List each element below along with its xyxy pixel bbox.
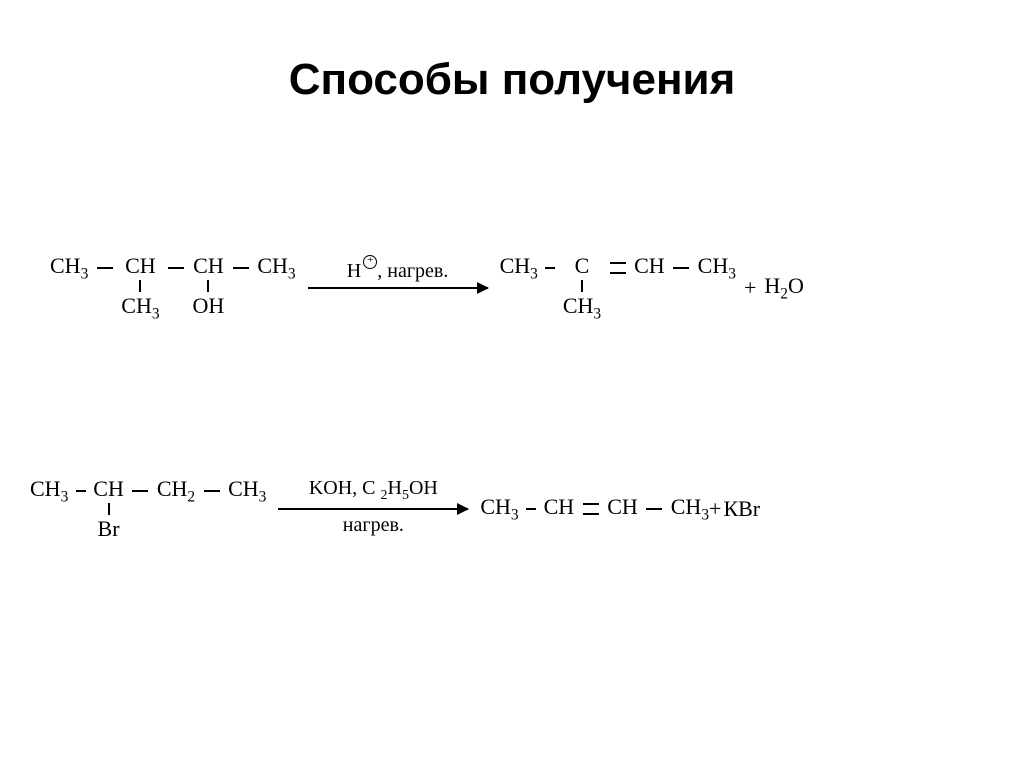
circled-plus-icon [363, 255, 377, 269]
reaction-arrow-2: KOH, C 2H5OH нагрев. [278, 508, 468, 510]
single-bond [168, 267, 184, 269]
double-bond [583, 503, 599, 515]
group-ch3: CH3 [30, 476, 68, 501]
arrow-conditions-top: H, нагрев. [308, 260, 488, 283]
arrow-conditions-bottom: нагрев. [278, 514, 468, 537]
group-ch: CH [607, 494, 638, 519]
carbon-with-oh: CH OH [193, 255, 225, 317]
group-ch2: CH2 [157, 476, 195, 501]
group-ch3: CH3 [698, 253, 736, 278]
group-ch3: CH3 [50, 253, 88, 278]
single-bond [76, 490, 86, 492]
group-ch: CH [634, 253, 665, 278]
single-bond [132, 490, 148, 492]
single-bond [204, 490, 220, 492]
plus-sign: + [744, 277, 756, 299]
product-2: CH3 CH CH CH3 [480, 496, 709, 523]
group-ch3: CH3 [671, 494, 709, 519]
carbon-with-ch3: CH CH3 [121, 255, 159, 322]
single-bond [673, 267, 689, 269]
arrow-conditions-top: KOH, C 2H5OH [278, 477, 468, 504]
single-bond [646, 508, 662, 510]
reaction-1: CH3 CH CH3 CH OH CH3 H, нагрев. CH3 C CH… [50, 255, 804, 322]
page-title: Способы получения [0, 55, 1024, 105]
group-ch3: CH3 [480, 494, 518, 519]
reactant-1: CH3 CH CH3 CH OH CH3 [50, 255, 296, 322]
group-ch3: CH3 [257, 253, 295, 278]
group-ch3: CH3 [228, 476, 266, 501]
double-bond [610, 262, 626, 274]
carbon-with-br: CH Br [93, 478, 124, 540]
byproduct-h2o: H2O [764, 275, 803, 302]
single-bond [526, 508, 536, 510]
plus-sign: + [709, 498, 721, 520]
reactant-2: CH3 CH Br CH2 CH3 [30, 478, 266, 540]
reaction-2: CH3 CH Br CH2 CH3 KOH, C 2H5OH нагрев. C… [30, 478, 760, 540]
product-1: CH3 C CH3 CH CH3 [500, 255, 736, 322]
byproduct-kbr: КBr [723, 498, 760, 520]
group-ch: CH [544, 494, 575, 519]
carbon-with-ch3: C CH3 [563, 255, 601, 322]
single-bond [97, 267, 113, 269]
single-bond [545, 267, 555, 269]
single-bond [233, 267, 249, 269]
reaction-arrow-1: H, нагрев. [308, 287, 488, 289]
group-ch3: CH3 [500, 253, 538, 278]
